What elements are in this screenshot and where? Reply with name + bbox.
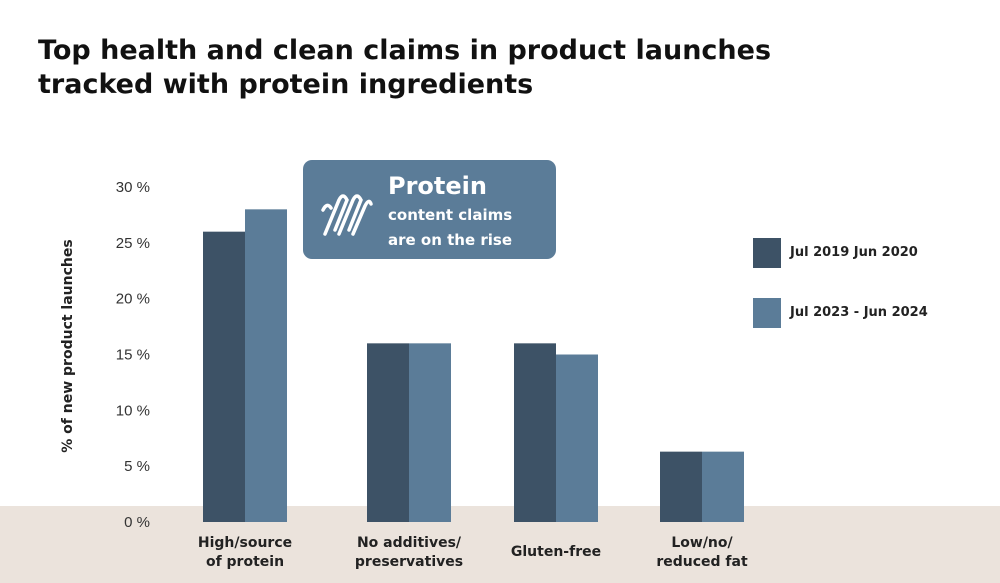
y-tick-label: 30 %: [116, 179, 150, 196]
y-tick-label: 20 %: [116, 291, 150, 308]
y-tick-label: 15 %: [116, 347, 150, 364]
chart-title: Top health and clean claims in product l…: [38, 34, 938, 102]
bar-series-2-3: [556, 354, 598, 522]
protein-helix-icon: [321, 194, 373, 236]
protein-callout-box: Protein content claims are on the rise: [303, 160, 556, 259]
legend-label-series-1: Jul 2019 Jun 2020: [790, 245, 918, 260]
y-tick-label: 10 %: [116, 402, 150, 419]
chart-floor-band: [0, 506, 1000, 583]
x-category-label: No additives/preservatives: [355, 535, 463, 570]
bar-series-2-1: [245, 209, 287, 523]
callout-headline: Protein: [388, 172, 487, 200]
bar-series-1-3: [514, 343, 556, 522]
x-category-label: High/source of protein: [198, 535, 292, 570]
legend-swatch-series-1: [753, 238, 781, 268]
chart-title-line-2: tracked with protein ingredients: [38, 69, 534, 100]
bar-series-1-2: [367, 343, 409, 522]
bar-series-1-1: [203, 231, 245, 522]
legend-label-series-2: Jul 2023 - Jun 2024: [790, 305, 928, 320]
x-category-label: Gluten-free: [511, 544, 601, 560]
y-tick-label: 25 %: [116, 235, 150, 252]
bar-series-2-2: [409, 343, 451, 522]
y-tick-label: 5 %: [124, 458, 150, 475]
legend-swatch-series-2: [753, 298, 781, 328]
callout-line-2: are on the rise: [388, 231, 513, 249]
x-category-label: Low/no/reduced fat: [656, 535, 748, 570]
bar-series-1-4: [660, 451, 702, 522]
bar-series-2-4: [702, 451, 744, 522]
y-tick-label: 0 %: [124, 514, 150, 531]
chart-title-line-1: Top health and clean claims in product l…: [38, 35, 772, 66]
callout-line-1: content claims: [388, 206, 513, 224]
